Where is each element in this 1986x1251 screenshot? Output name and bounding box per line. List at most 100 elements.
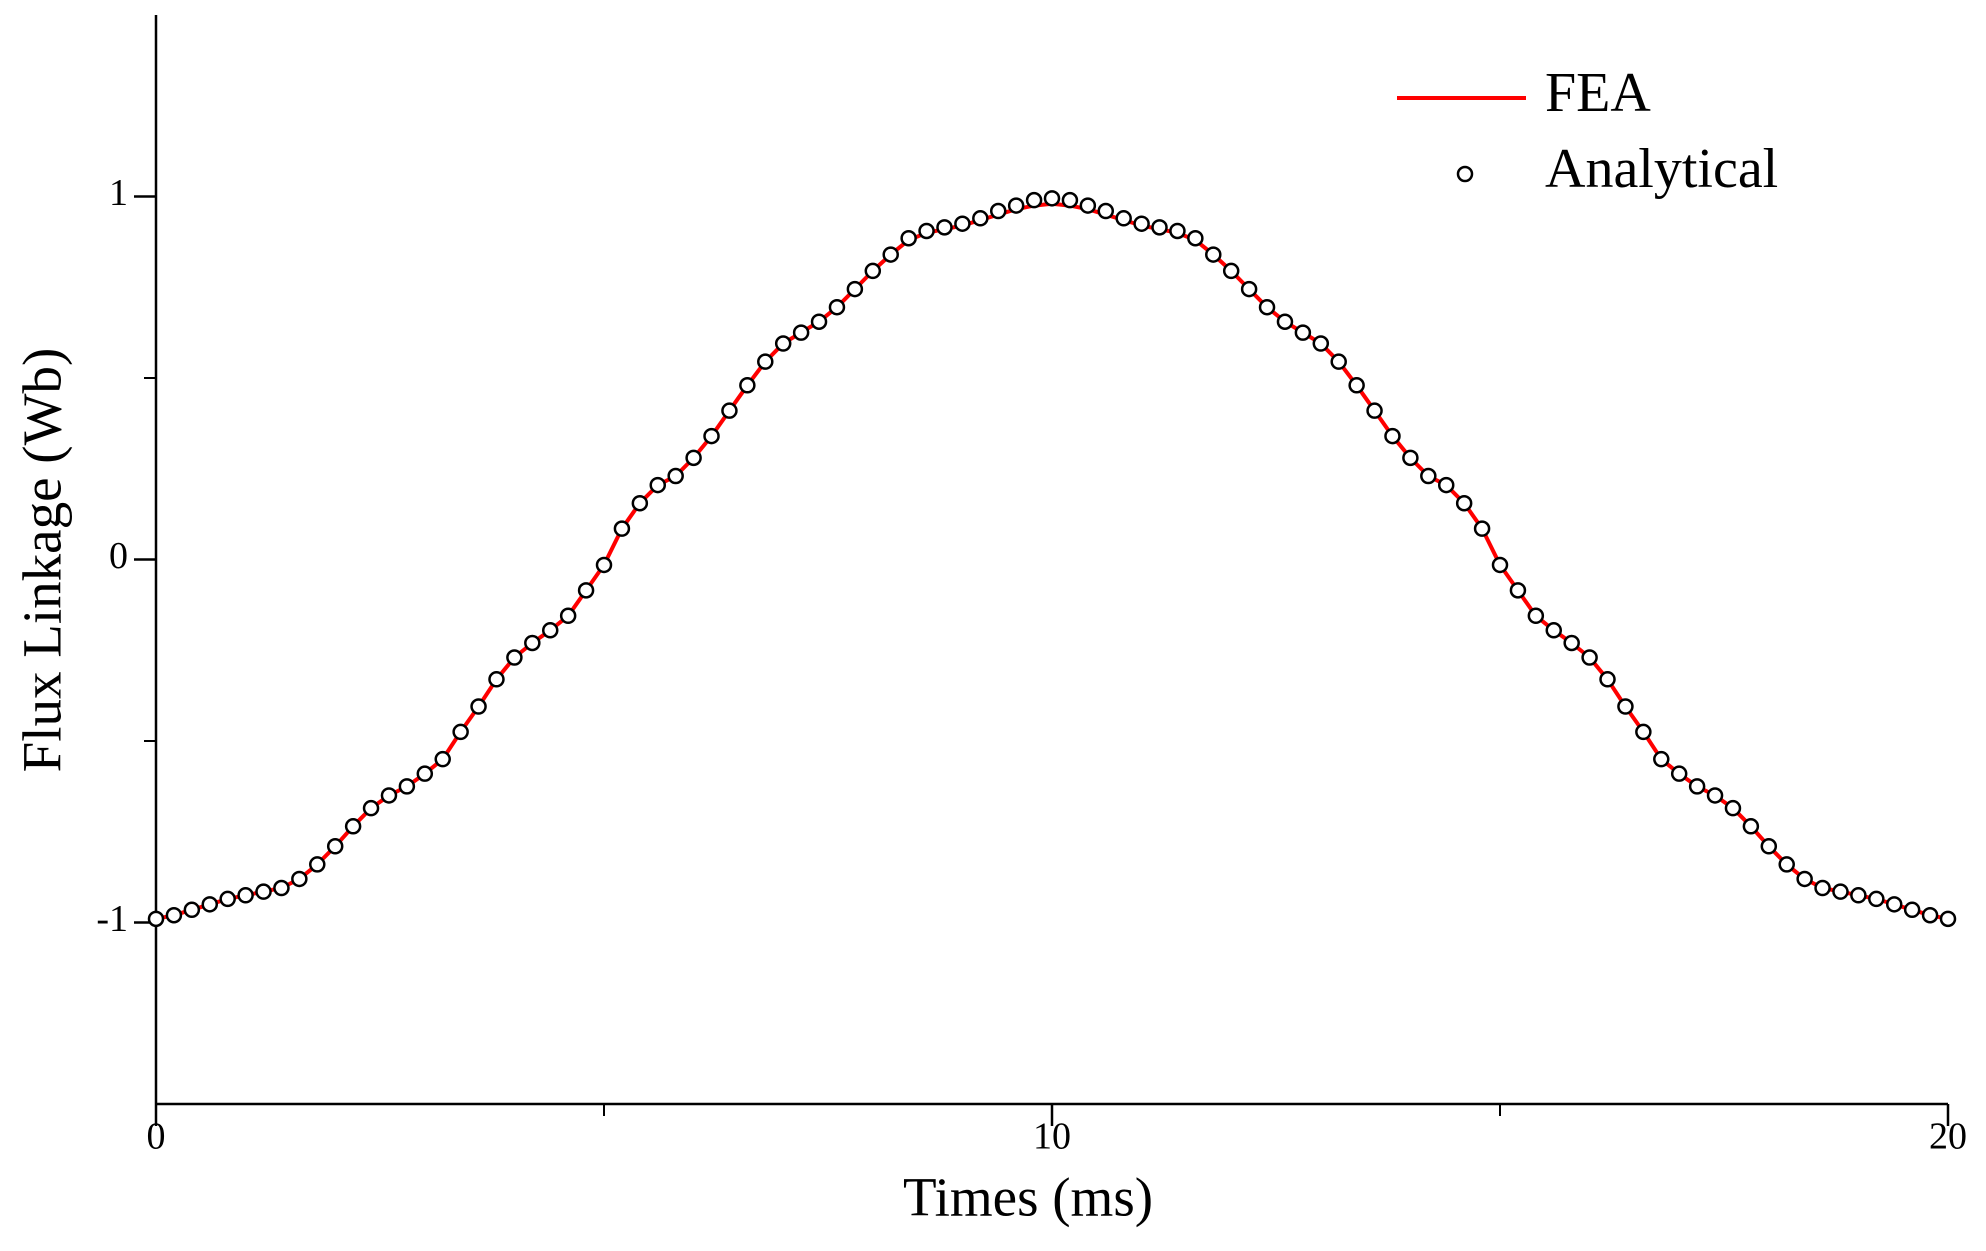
data-point — [1653, 750, 1670, 768]
data-point — [1151, 219, 1168, 236]
data-point — [1563, 634, 1580, 652]
legend-label: Analytical — [1545, 138, 1778, 200]
y-tick-label: 0 — [109, 535, 128, 577]
data-point — [559, 607, 577, 625]
data-point — [577, 582, 595, 599]
fea-line — [155, 201, 1949, 921]
data-point — [882, 246, 899, 263]
data-point — [1258, 298, 1276, 316]
data-point — [1545, 622, 1563, 639]
data-point — [954, 215, 971, 232]
data-point — [1348, 377, 1365, 394]
data-point — [1903, 901, 1921, 919]
data-point — [362, 799, 380, 817]
data-point — [434, 750, 451, 768]
data-point — [183, 901, 201, 919]
data-point — [810, 313, 828, 330]
data-point — [1939, 910, 1957, 928]
data-point — [1509, 582, 1527, 599]
data-point — [1760, 838, 1778, 855]
data-point — [757, 353, 774, 370]
data-point — [255, 883, 272, 900]
data-point — [1885, 896, 1903, 913]
data-point — [685, 449, 702, 467]
data-point — [1850, 887, 1867, 904]
data-point — [1670, 765, 1688, 782]
data-point — [1330, 353, 1347, 370]
data-point — [291, 870, 308, 888]
data-point — [1832, 883, 1849, 900]
data-point — [1043, 190, 1061, 207]
data-point — [667, 467, 684, 485]
data-point — [1527, 607, 1545, 625]
data-point — [1061, 191, 1079, 209]
data-point — [1491, 556, 1509, 574]
data-point — [1025, 191, 1043, 209]
data-point — [541, 622, 559, 639]
data-point — [1688, 778, 1706, 795]
data-point — [219, 890, 236, 908]
data-point — [774, 335, 792, 352]
data-point — [1222, 262, 1240, 280]
data-point — [613, 520, 631, 537]
y-tick-label: -1 — [96, 898, 128, 940]
data-point — [237, 887, 254, 904]
data-point — [1420, 467, 1437, 485]
data-point — [416, 765, 434, 782]
data-point — [1366, 402, 1383, 419]
data-point — [900, 229, 917, 247]
data-point — [631, 494, 649, 512]
data-point — [1169, 222, 1186, 240]
data-point — [1724, 799, 1742, 817]
data-point — [1742, 818, 1760, 835]
data-point — [846, 280, 864, 298]
data-point — [1814, 879, 1831, 897]
data-point — [1437, 476, 1455, 494]
data-point — [470, 698, 487, 715]
data-point — [864, 262, 882, 280]
y-tick-label: 1 — [109, 172, 128, 214]
data-point — [326, 838, 344, 855]
data-point — [1581, 649, 1598, 666]
data-point — [1384, 427, 1401, 445]
data-point — [972, 210, 989, 227]
x-tick-label: 0 — [147, 1116, 166, 1158]
data-point — [506, 649, 523, 666]
data-point — [828, 298, 846, 316]
data-point — [1097, 202, 1115, 220]
data-point — [1007, 197, 1025, 214]
data-point — [1706, 787, 1724, 804]
data-point — [1187, 229, 1204, 247]
data-point — [273, 879, 290, 897]
x-tick-label: 10 — [1033, 1116, 1071, 1158]
data-point — [989, 202, 1007, 220]
legend-label: FEA — [1545, 62, 1651, 124]
data-point — [595, 556, 613, 574]
data-point — [165, 906, 183, 924]
data-point — [1599, 671, 1616, 688]
data-point — [398, 778, 416, 795]
data-point — [201, 896, 219, 913]
data-point — [1473, 520, 1491, 537]
data-point — [1635, 723, 1652, 741]
y-axis-title: Flux Linkage (Wb) — [12, 348, 73, 773]
data-point — [649, 476, 667, 494]
data-point — [344, 818, 362, 835]
data-point — [1276, 313, 1294, 330]
legend-marker — [1456, 165, 1474, 183]
data-point — [1778, 856, 1795, 873]
data-point — [309, 856, 326, 873]
data-point — [380, 787, 398, 804]
data-point — [703, 427, 720, 445]
data-point — [1796, 870, 1813, 888]
data-point — [488, 671, 505, 688]
data-point — [1921, 906, 1939, 924]
data-point — [524, 634, 541, 652]
x-tick-label: 20 — [1929, 1116, 1967, 1158]
data-point — [1294, 324, 1312, 341]
data-point — [1240, 280, 1258, 298]
data-point — [1133, 215, 1150, 232]
data-point — [1617, 698, 1634, 715]
